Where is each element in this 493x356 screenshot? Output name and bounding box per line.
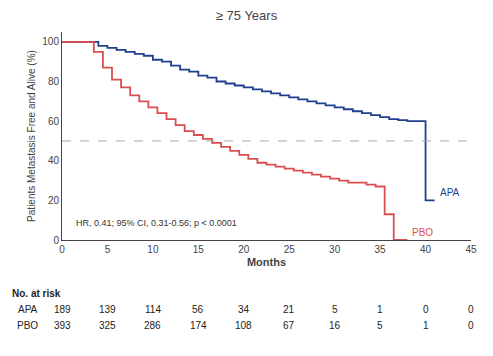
svg-text:34: 34: [238, 304, 250, 315]
svg-text:≥ 75 Years: ≥ 75 Years: [216, 8, 278, 23]
svg-text:10: 10: [147, 244, 159, 255]
svg-text:0: 0: [468, 304, 474, 315]
svg-text:PBO: PBO: [17, 320, 38, 331]
svg-text:56: 56: [192, 304, 204, 315]
svg-text:45: 45: [465, 244, 477, 255]
svg-text:0: 0: [468, 320, 474, 331]
svg-text:HR, 0.41; 95% CI, 0.31-0.56; p: HR, 0.41; 95% CI, 0.31-0.56; p < 0.0001: [76, 218, 237, 228]
svg-text:174: 174: [190, 320, 207, 331]
svg-text:21: 21: [283, 304, 295, 315]
svg-text:0: 0: [423, 304, 429, 315]
svg-text:APA: APA: [440, 187, 460, 198]
svg-text:Patients Metastasis Free and A: Patients Metastasis Free and Alive (%): [26, 50, 37, 222]
svg-text:100: 100: [42, 36, 59, 47]
svg-text:139: 139: [99, 304, 116, 315]
svg-text:16: 16: [329, 320, 341, 331]
svg-text:286: 286: [144, 320, 161, 331]
svg-text:5: 5: [377, 320, 383, 331]
svg-text:67: 67: [283, 320, 295, 331]
svg-text:30: 30: [329, 244, 341, 255]
svg-text:Months: Months: [247, 256, 286, 268]
svg-text:35: 35: [375, 244, 387, 255]
svg-text:20: 20: [238, 244, 250, 255]
svg-text:189: 189: [54, 304, 71, 315]
svg-text:40: 40: [48, 155, 60, 166]
svg-text:393: 393: [54, 320, 71, 331]
svg-text:5: 5: [332, 304, 338, 315]
svg-text:20: 20: [48, 195, 60, 206]
svg-text:1: 1: [377, 304, 383, 315]
svg-text:5: 5: [105, 244, 111, 255]
svg-text:APA: APA: [18, 304, 38, 315]
svg-text:0: 0: [59, 244, 65, 255]
svg-text:114: 114: [145, 304, 161, 315]
svg-text:40: 40: [420, 244, 432, 255]
svg-text:60: 60: [48, 116, 60, 127]
svg-text:15: 15: [193, 244, 205, 255]
svg-text:80: 80: [48, 76, 60, 87]
svg-text:No. at risk: No. at risk: [12, 288, 61, 299]
svg-text:108: 108: [235, 320, 252, 331]
svg-text:PBO: PBO: [412, 227, 433, 238]
svg-text:325: 325: [99, 320, 116, 331]
svg-text:0: 0: [53, 235, 59, 246]
svg-text:25: 25: [284, 244, 296, 255]
svg-text:1: 1: [423, 320, 429, 331]
